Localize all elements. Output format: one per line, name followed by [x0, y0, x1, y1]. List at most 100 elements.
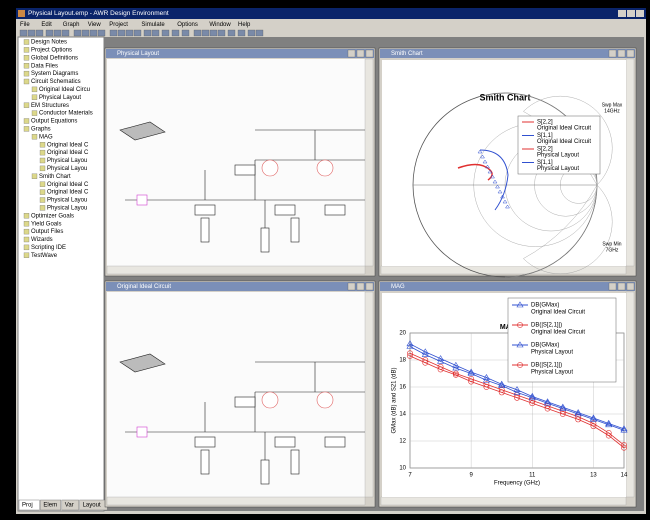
tree-item[interactable]: Physical Layou [47, 198, 87, 204]
tree-item[interactable]: Conductor Materials [39, 111, 93, 117]
toolbar-button[interactable] [28, 30, 35, 36]
toolbar-button[interactable] [20, 30, 27, 36]
caption-button[interactable] [366, 283, 373, 290]
v-scrollbar[interactable] [626, 292, 634, 497]
tree-item[interactable]: Original Ideal C [47, 182, 89, 188]
toolbar-button[interactable] [162, 30, 169, 36]
menu-item[interactable]: Options [177, 22, 198, 28]
toolbar-button[interactable] [210, 30, 217, 36]
tree-item[interactable]: Original Ideal C [47, 142, 89, 148]
tree-item[interactable]: Circuit Schematics [31, 79, 81, 85]
caption-button[interactable] [627, 283, 634, 290]
tab-label[interactable]: Layout [83, 503, 101, 509]
tree-icon [24, 47, 29, 52]
caption-button[interactable] [366, 50, 373, 57]
tree-item[interactable]: Original Ideal Circu [39, 87, 90, 93]
toolbar-button[interactable] [46, 30, 53, 36]
toolbar-button[interactable] [144, 30, 151, 36]
tree-item[interactable]: Physical Layout [39, 95, 81, 101]
toolbar-button[interactable] [126, 30, 133, 36]
caption-button[interactable] [357, 283, 364, 290]
component [235, 397, 255, 407]
tree-item[interactable]: Design Notes [31, 40, 67, 46]
toolbar-button[interactable] [202, 30, 209, 36]
toolbar-button[interactable] [228, 30, 235, 36]
tree-item[interactable]: TestWave [31, 253, 58, 259]
toolbar-button[interactable] [194, 30, 201, 36]
caption-button[interactable] [609, 50, 616, 57]
toolbar-button[interactable] [82, 30, 89, 36]
toolbar-button[interactable] [90, 30, 97, 36]
toolbar-button[interactable] [62, 30, 69, 36]
tree-item[interactable]: Yield Goals [31, 221, 61, 227]
toolbar-button[interactable] [172, 30, 179, 36]
tree-item[interactable]: Original Ideal C [47, 150, 89, 156]
component [275, 437, 295, 447]
v-scrollbar[interactable] [365, 59, 373, 266]
toolbar-button[interactable] [98, 30, 105, 36]
toolbar-button[interactable] [110, 30, 117, 36]
toolbar-button[interactable] [248, 30, 255, 36]
toolbar-button[interactable] [74, 30, 81, 36]
tree-item[interactable]: Wizards [31, 237, 53, 243]
tree-item[interactable]: MAG [39, 134, 53, 140]
tree-item[interactable]: Physical Layou [47, 158, 87, 164]
tree-item[interactable]: System Diagrams [31, 71, 78, 77]
h-scrollbar[interactable] [107, 266, 365, 274]
h-scrollbar[interactable] [381, 266, 626, 274]
menu-item[interactable]: Window [209, 22, 231, 28]
tree-item[interactable]: Data Files [31, 63, 58, 69]
toolbar-button[interactable] [54, 30, 61, 36]
tree-item[interactable]: EM Structures [31, 103, 69, 109]
tree-icon [24, 213, 29, 218]
toolbar-button[interactable] [182, 30, 189, 36]
menu-item[interactable]: File [20, 22, 30, 28]
caption-button[interactable] [618, 283, 625, 290]
tree-item[interactable]: Project Options [31, 47, 72, 53]
tab-label[interactable]: Proj [22, 503, 33, 509]
toolbar-button[interactable] [256, 30, 263, 36]
close-button[interactable] [636, 10, 644, 17]
toolbar-button[interactable] [36, 30, 43, 36]
menu-item[interactable]: Help [238, 22, 251, 28]
tree-item[interactable]: Output Files [31, 229, 63, 235]
toolbar-button[interactable] [134, 30, 141, 36]
menu-item[interactable]: View [88, 22, 102, 28]
tab-label[interactable]: Var [65, 503, 74, 509]
tree-item[interactable]: Physical Layou [47, 166, 87, 172]
tree-item[interactable]: Optimizer Goals [31, 213, 74, 219]
tree-item[interactable]: Physical Layou [47, 205, 87, 211]
tree-item[interactable]: Original Ideal C [47, 190, 89, 196]
legend-source: Original Ideal Circuit [537, 139, 591, 145]
legend-name: DB(GMax) [531, 303, 559, 309]
caption-button[interactable] [348, 283, 355, 290]
toolbar-button[interactable] [238, 30, 245, 36]
h-scrollbar[interactable] [381, 497, 626, 505]
toolbar-button[interactable] [152, 30, 159, 36]
menu-item[interactable]: Graph [63, 22, 80, 28]
menu-item[interactable]: Simulate [141, 22, 165, 28]
minimize-button[interactable] [618, 10, 626, 17]
caption-button[interactable] [348, 50, 355, 57]
maximize-button[interactable] [627, 10, 635, 17]
tree-item[interactable]: Graphs [31, 126, 51, 132]
caption-buttons[interactable] [618, 10, 644, 17]
tab-label[interactable]: Elem [43, 503, 57, 509]
tree-item[interactable]: Output Equations [31, 119, 77, 125]
menu-item[interactable]: Edit [41, 22, 52, 28]
h-scrollbar[interactable] [107, 497, 365, 505]
caption-button[interactable] [609, 283, 616, 290]
tree-icon [40, 198, 45, 203]
tree-item[interactable]: Global Definitions [31, 55, 78, 61]
toolbar-button[interactable] [218, 30, 225, 36]
menu-item[interactable]: Project [109, 22, 128, 28]
source [317, 392, 333, 408]
caption-button[interactable] [618, 50, 625, 57]
tree-item[interactable]: Scripting IDE [31, 245, 66, 251]
v-scrollbar[interactable] [365, 292, 373, 497]
caption-button[interactable] [627, 50, 634, 57]
tree-item[interactable]: Smith Chart [39, 174, 71, 180]
toolbar-button[interactable] [118, 30, 125, 36]
v-scrollbar[interactable] [626, 59, 634, 266]
caption-button[interactable] [357, 50, 364, 57]
